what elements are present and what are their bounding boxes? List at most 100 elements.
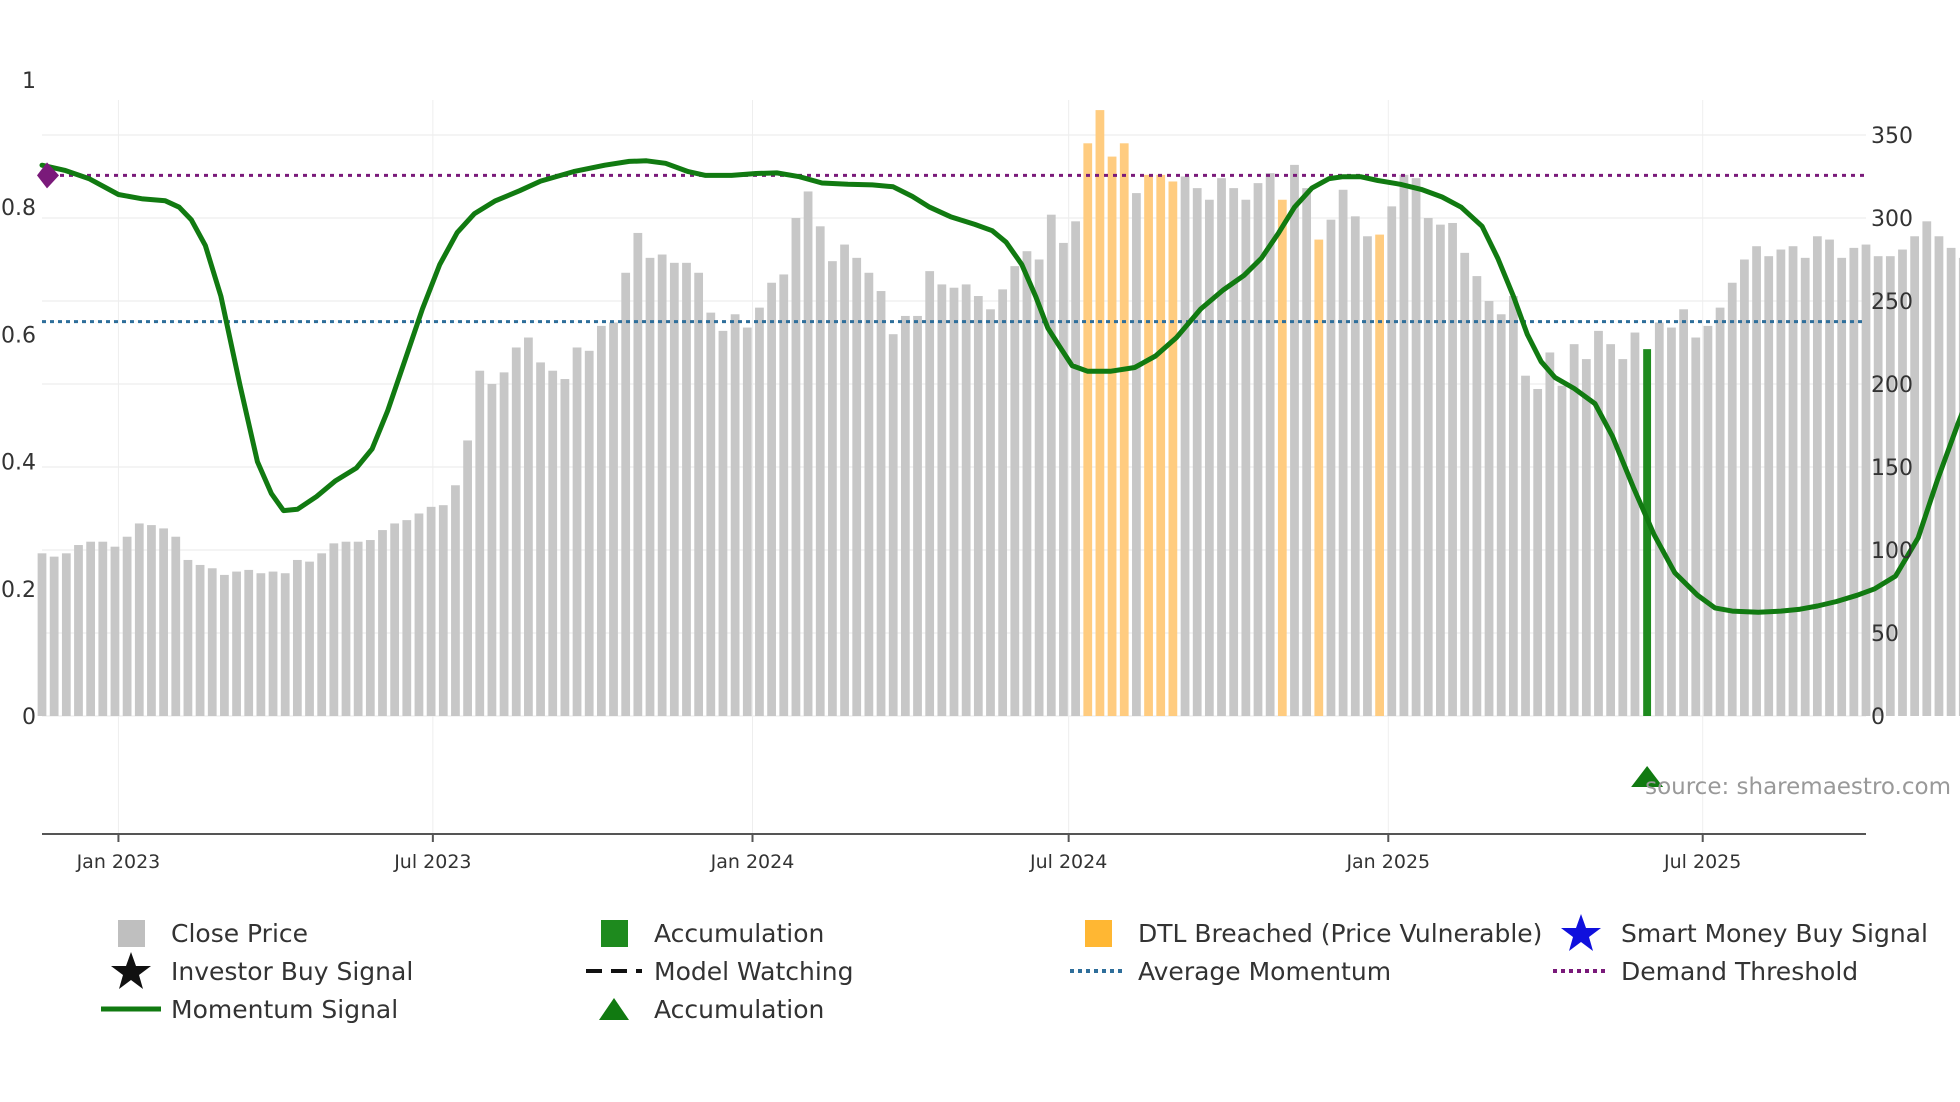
left-axis-tick-label: 0.8 (1, 196, 36, 221)
close-price-bar (1630, 332, 1640, 716)
close-price-bar (645, 257, 655, 716)
right-axis-tick-label: 250 (1871, 290, 1913, 315)
close-price-bar (1460, 252, 1470, 717)
close-price-bar (876, 291, 886, 716)
close-price-bar (1873, 256, 1883, 716)
blue-dotted-line-icon (1068, 953, 1128, 989)
close-price-bar (1703, 325, 1713, 716)
close-price-bar (1569, 344, 1579, 716)
legend-label: Model Watching (654, 956, 854, 986)
close-price-bar (147, 525, 156, 716)
close-price-bar (1521, 375, 1530, 716)
close-price-bar (1326, 219, 1336, 716)
close-price-bar (1217, 178, 1226, 716)
chart: 0 0.2 0.4 0.6 0.8 1 0 50 100 150 200 250 300 350 Jan… (1, 69, 1960, 873)
close-price-bar (365, 540, 375, 716)
dtl-breached-bar (1083, 143, 1093, 717)
close-price-bar (609, 322, 618, 716)
close-price-bar (244, 569, 254, 716)
close-price-bar (74, 545, 83, 716)
close-price-bar (1241, 199, 1251, 717)
close-price-bar (438, 505, 448, 716)
close-price-bar (49, 556, 59, 716)
close-price-bar (1436, 224, 1445, 716)
close-price-bar (1472, 276, 1482, 716)
close-price-bar (353, 541, 363, 716)
green-square-icon (584, 915, 644, 951)
close-price-bar (1338, 189, 1348, 716)
close-price-bar (1533, 388, 1543, 716)
legend-label: DTL Breached (Price Vulnerable) (1138, 918, 1543, 948)
close-price-bar (1606, 344, 1616, 716)
close-price-bar (1788, 246, 1798, 716)
x-axis-tick-label: Jul 2025 (1663, 851, 1741, 873)
close-price-bar (973, 296, 983, 716)
close-price-bar (232, 571, 241, 716)
close-price-bar (1399, 174, 1409, 717)
close-price-bar (280, 573, 290, 716)
close-price-bar (900, 315, 910, 716)
accumulation-triangle (1631, 766, 1664, 787)
close-price-bar (1253, 183, 1263, 716)
close-price-bar (1059, 242, 1068, 716)
close-price-bar (463, 440, 472, 716)
close-price-bar (1350, 216, 1360, 716)
close-price-bar (220, 574, 229, 716)
legend: Close Price Accumulation DTL Breached (P… (0, 914, 1960, 1055)
close-price-bar (888, 334, 898, 716)
right-axis-tick-label: 100 (1871, 539, 1913, 564)
close-price-bar (937, 284, 947, 716)
close-price-bar (1557, 385, 1567, 716)
close-price-bars (37, 110, 1960, 717)
close-price-bar (1861, 244, 1871, 716)
close-price-bar (378, 530, 387, 716)
legend-item-investor-buy: Investor Buy Signal (101, 952, 414, 989)
close-price-bar (451, 485, 460, 716)
close-price-bar (86, 541, 96, 716)
close-price-bar (1387, 206, 1397, 716)
left-axis-tick-label: 0.6 (1, 323, 36, 348)
legend-item-average-momentum: Average Momentum (1068, 953, 1391, 989)
close-price-bar (98, 541, 108, 716)
close-price-bar (1740, 259, 1749, 716)
close-price-bar (1715, 307, 1725, 716)
close-price-bar (1411, 178, 1421, 716)
close-price-bar (706, 312, 716, 716)
close-price-bar (1812, 236, 1822, 716)
x-axis-tick-label: Jan 2023 (76, 851, 161, 873)
close-price-bar (730, 314, 740, 716)
close-price-bar (536, 362, 545, 716)
left-axis-tick-label: 0 (22, 705, 36, 730)
green-triangle-icon (584, 991, 644, 1027)
close-price-bar (840, 244, 849, 716)
close-price-bar (1910, 236, 1920, 716)
close-price-bar (815, 226, 825, 717)
legend-label: Accumulation (654, 994, 825, 1024)
right-axis-tick-label: 0 (1871, 705, 1885, 730)
close-price-bar (560, 379, 570, 716)
close-price-bar (1922, 221, 1932, 716)
close-price-bar (268, 571, 278, 716)
close-price-bar (767, 282, 776, 716)
legend-label: Investor Buy Signal (171, 956, 414, 986)
orange-square-icon (1068, 915, 1128, 951)
dtl-breached-bar (1144, 174, 1153, 717)
right-axis-tick-label: 200 (1871, 373, 1913, 398)
close-price-bar (122, 536, 132, 716)
x-axis-tick-label: Jan 2024 (710, 851, 795, 873)
close-price-bar (1545, 352, 1555, 716)
close-price-bar (1034, 259, 1044, 716)
close-price-bar (487, 384, 497, 716)
close-price-bar (1192, 188, 1202, 716)
close-price-bar (414, 513, 424, 716)
close-price-bar (548, 370, 558, 716)
close-price-bar (292, 559, 302, 716)
close-price-bar (1204, 199, 1214, 717)
close-price-bar (511, 347, 521, 716)
legend-label: Close Price (171, 918, 309, 948)
close-price-bar (1071, 221, 1080, 716)
close-price-bar (1302, 188, 1312, 716)
close-price-bar (1508, 296, 1518, 716)
dtl-breached-bar (1277, 199, 1287, 717)
close-price-bar (37, 553, 47, 716)
